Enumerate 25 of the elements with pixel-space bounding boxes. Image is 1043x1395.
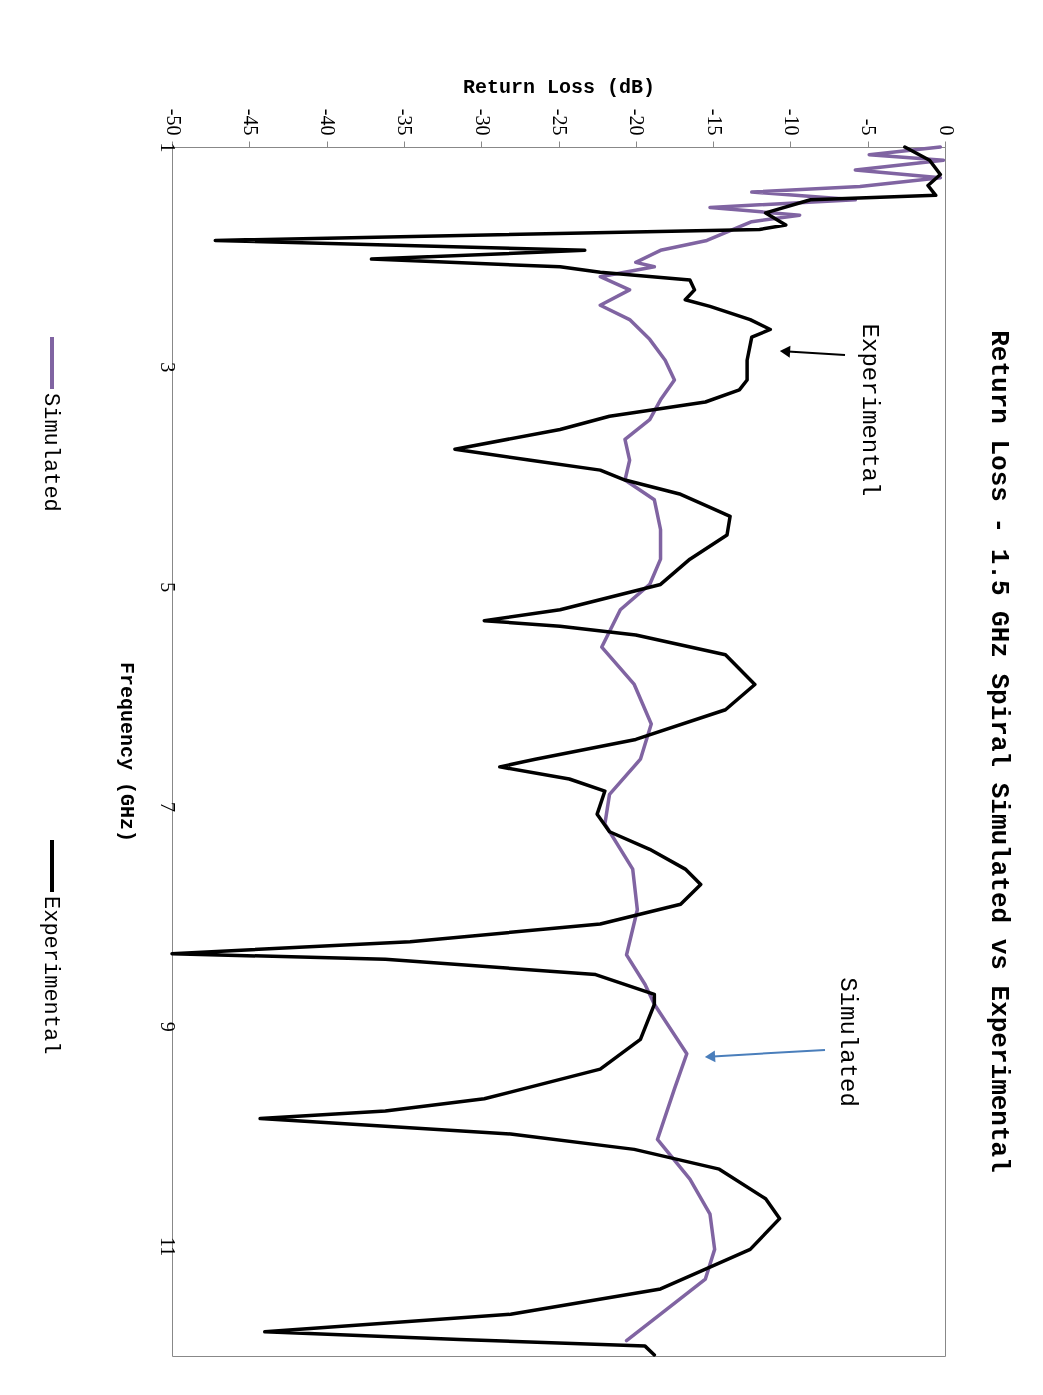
x-tick-label: -35 (394, 108, 417, 136)
x-tick-label: -15 (703, 108, 726, 136)
annotation: Experimental (856, 323, 883, 497)
x-tick-label: -25 (549, 108, 571, 136)
x-tick-label: -30 (471, 108, 494, 136)
annotation: Simulated (834, 977, 861, 1107)
y-tick-label: 1 (156, 142, 179, 153)
y-tick-label: 3 (156, 362, 179, 373)
x-tick-label: -5 (858, 118, 881, 136)
legend-label: Experimental (38, 896, 63, 1055)
y-tick-label: 7 (156, 801, 179, 812)
y-tick-label: 5 (156, 582, 179, 593)
y-tick-label: 9 (156, 1021, 179, 1032)
line-series (598, 145, 946, 1343)
x-axis-title: Return Loss (dB) (462, 75, 656, 99)
x-tick-label: -40 (317, 108, 340, 136)
x-tick-label: -20 (626, 108, 649, 136)
x-tick-label: -45 (239, 108, 262, 136)
legend-label: Simulated (38, 393, 63, 512)
y-axis-title: Frequency (GHz) (114, 661, 138, 843)
text: Return Loss - 1.5 GHz Spiral Simulated vs Experimental (984, 330, 1014, 1173)
x-tick-label: 0 (935, 125, 958, 136)
x-tick-label: -10 (780, 108, 803, 136)
x-tick-label: -50 (162, 108, 185, 136)
y-tick-label: 11 (156, 1236, 179, 1257)
